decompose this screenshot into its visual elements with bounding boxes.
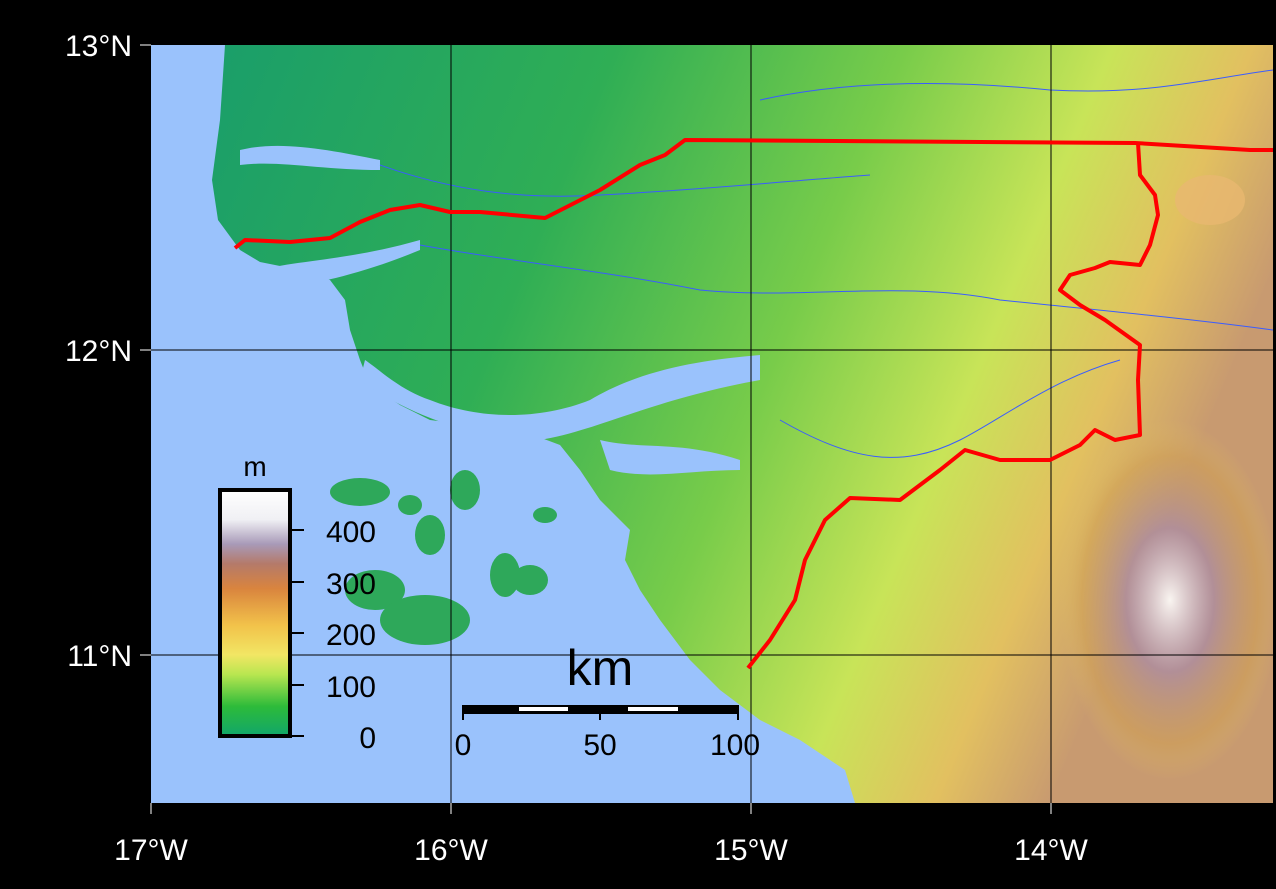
graticule xyxy=(151,45,1273,803)
rio-grande-estuary xyxy=(600,440,740,475)
land xyxy=(151,45,1273,803)
lon-label-17w: 17°W xyxy=(114,834,188,867)
plateau xyxy=(1175,175,1245,225)
geba-estuary xyxy=(360,355,760,440)
mansoa-estuary xyxy=(260,240,420,290)
lat-label-13n: 13°N xyxy=(65,30,132,63)
lon-label-14w: 14°W xyxy=(1014,834,1088,867)
highlands xyxy=(1060,420,1273,780)
legend-tick-100: 100 xyxy=(326,671,376,704)
bijagos-islands xyxy=(330,470,557,645)
legend-tick-200: 200 xyxy=(326,619,376,652)
scale-tick-0: 0 xyxy=(455,729,472,762)
lat-label-12n: 12°N xyxy=(65,335,132,368)
legend-tick-300: 300 xyxy=(326,568,376,601)
scale-tick-50: 50 xyxy=(583,729,616,762)
scale-unit: km xyxy=(567,640,634,696)
lat-label-11n: 11°N xyxy=(67,640,132,673)
scale-bar: km 0 50 100 xyxy=(455,640,760,762)
scale-tick-100: 100 xyxy=(710,729,760,762)
elevation-legend: m 400 300 200 100 0 xyxy=(218,451,376,755)
national-border xyxy=(233,138,1273,250)
lon-label-16w: 16°W xyxy=(414,834,488,867)
cacheu-estuary xyxy=(240,145,380,170)
legend-unit: m xyxy=(243,451,266,482)
lon-label-15w: 15°W xyxy=(714,834,788,867)
legend-tick-0: 0 xyxy=(359,722,376,755)
legend-colorbar xyxy=(218,488,292,738)
legend-tick-400: 400 xyxy=(326,516,376,549)
rivers xyxy=(379,69,1273,458)
mainland xyxy=(212,45,1273,803)
national-border-east xyxy=(746,142,1160,670)
axis-ticks xyxy=(140,44,1052,814)
